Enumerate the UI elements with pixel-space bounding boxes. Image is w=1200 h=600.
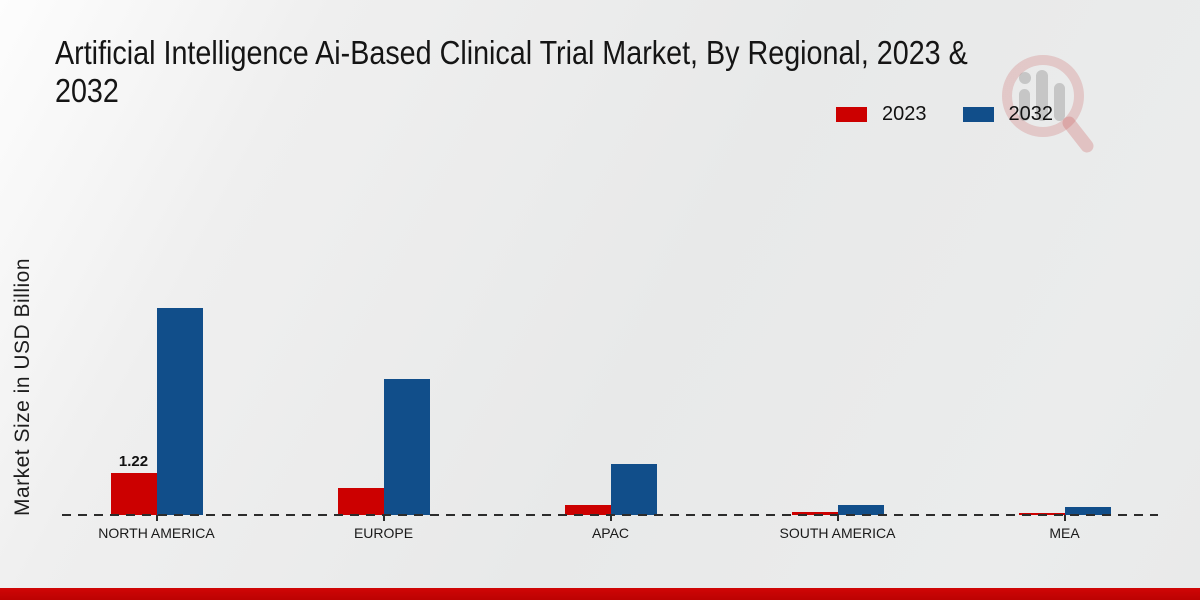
x-axis-tick-apac xyxy=(609,515,612,521)
x-axis-tick-europe xyxy=(382,515,385,521)
bar-2032-europe xyxy=(383,379,430,515)
x-axis-tick-south-america xyxy=(836,515,839,521)
x-axis-label-north-america: NORTH AMERICA xyxy=(98,525,215,541)
legend-label: 2032 xyxy=(1008,103,1054,125)
legend-swatch-2032 xyxy=(962,107,994,122)
page-title-line2: 2032 xyxy=(55,72,119,109)
bar-value-label-north-america: 1.22 xyxy=(118,453,149,471)
legend-label: 2023 xyxy=(882,103,927,125)
bar-2023-europe xyxy=(337,488,384,515)
chart-legend: 2023 2032 xyxy=(836,103,1053,126)
bar-2032-mea xyxy=(1064,507,1111,515)
page-title-line1: Artificial Intelligence Ai-Based Clinica… xyxy=(55,34,968,71)
page-title: Artificial Intelligence Ai-Based Clinica… xyxy=(55,34,968,110)
x-axis-label-europe: EUROPE xyxy=(353,525,414,541)
bar-2023-south-america xyxy=(791,512,838,515)
bar-2032-north-america xyxy=(156,308,203,515)
x-axis-label-apac: APAC xyxy=(591,525,630,541)
legend-item-2023: 2023 xyxy=(836,103,927,126)
x-axis-label-south-america: SOUTH AMERICA xyxy=(779,525,896,541)
x-axis-label-mea: MEA xyxy=(1049,525,1080,541)
legend-item-2032: 2032 xyxy=(962,103,1054,126)
bar-2023-apac xyxy=(564,505,611,515)
bar-2032-apac xyxy=(610,464,657,515)
bar-2023-north-america xyxy=(110,473,157,515)
bar-2032-south-america xyxy=(837,505,884,515)
x-axis-tick-mea xyxy=(1063,515,1066,521)
x-axis-tick-north-america xyxy=(155,515,158,521)
bottom-accent-band xyxy=(0,588,1200,600)
legend-swatch-2023 xyxy=(836,107,867,122)
